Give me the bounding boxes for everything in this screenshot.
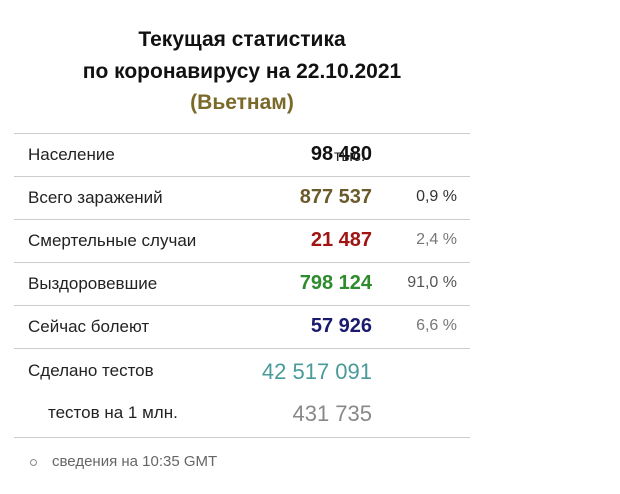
row-value: 431 735 <box>292 401 372 426</box>
row-percent: 0,9 % <box>416 188 457 205</box>
row-value: 98 480 <box>310 143 372 165</box>
row-percent: 6,6 % <box>416 317 457 334</box>
row-label: Население <box>28 145 115 164</box>
row-divider <box>14 262 470 263</box>
bullet <box>30 459 37 466</box>
title-line: по коронавирусу на 22.10.2021 <box>82 60 402 83</box>
row-label: Выздоровевшие <box>28 274 158 293</box>
row-divider <box>14 219 470 220</box>
row-value: 42 517 091 <box>261 359 372 384</box>
row-label: Всего заражений <box>28 188 163 207</box>
title-line: Текущая статистика <box>138 28 346 51</box>
row-value: 57 926 <box>310 315 372 337</box>
row-percent: 2,4 % <box>416 231 457 248</box>
unit: тыс. <box>334 148 366 165</box>
row-divider <box>14 305 470 306</box>
row-label: тестов на 1 млн. <box>48 403 178 422</box>
row-divider <box>14 176 470 177</box>
title-country: (Вьетнам) <box>190 91 294 114</box>
row-label: Сделано тестов <box>28 361 154 380</box>
footer-note: сведения на 10:35 GMT <box>52 453 218 470</box>
row-value: 798 124 <box>299 272 372 294</box>
row-percent: 91,0 % <box>407 274 457 291</box>
row-divider <box>14 133 470 134</box>
row-divider <box>14 437 470 438</box>
row-value: 877 537 <box>299 186 372 208</box>
row-value: 21 487 <box>310 229 372 251</box>
row-label: Сейчас болеют <box>28 317 150 336</box>
row-label: Смертельные случаи <box>28 231 197 250</box>
row-divider <box>14 348 470 349</box>
